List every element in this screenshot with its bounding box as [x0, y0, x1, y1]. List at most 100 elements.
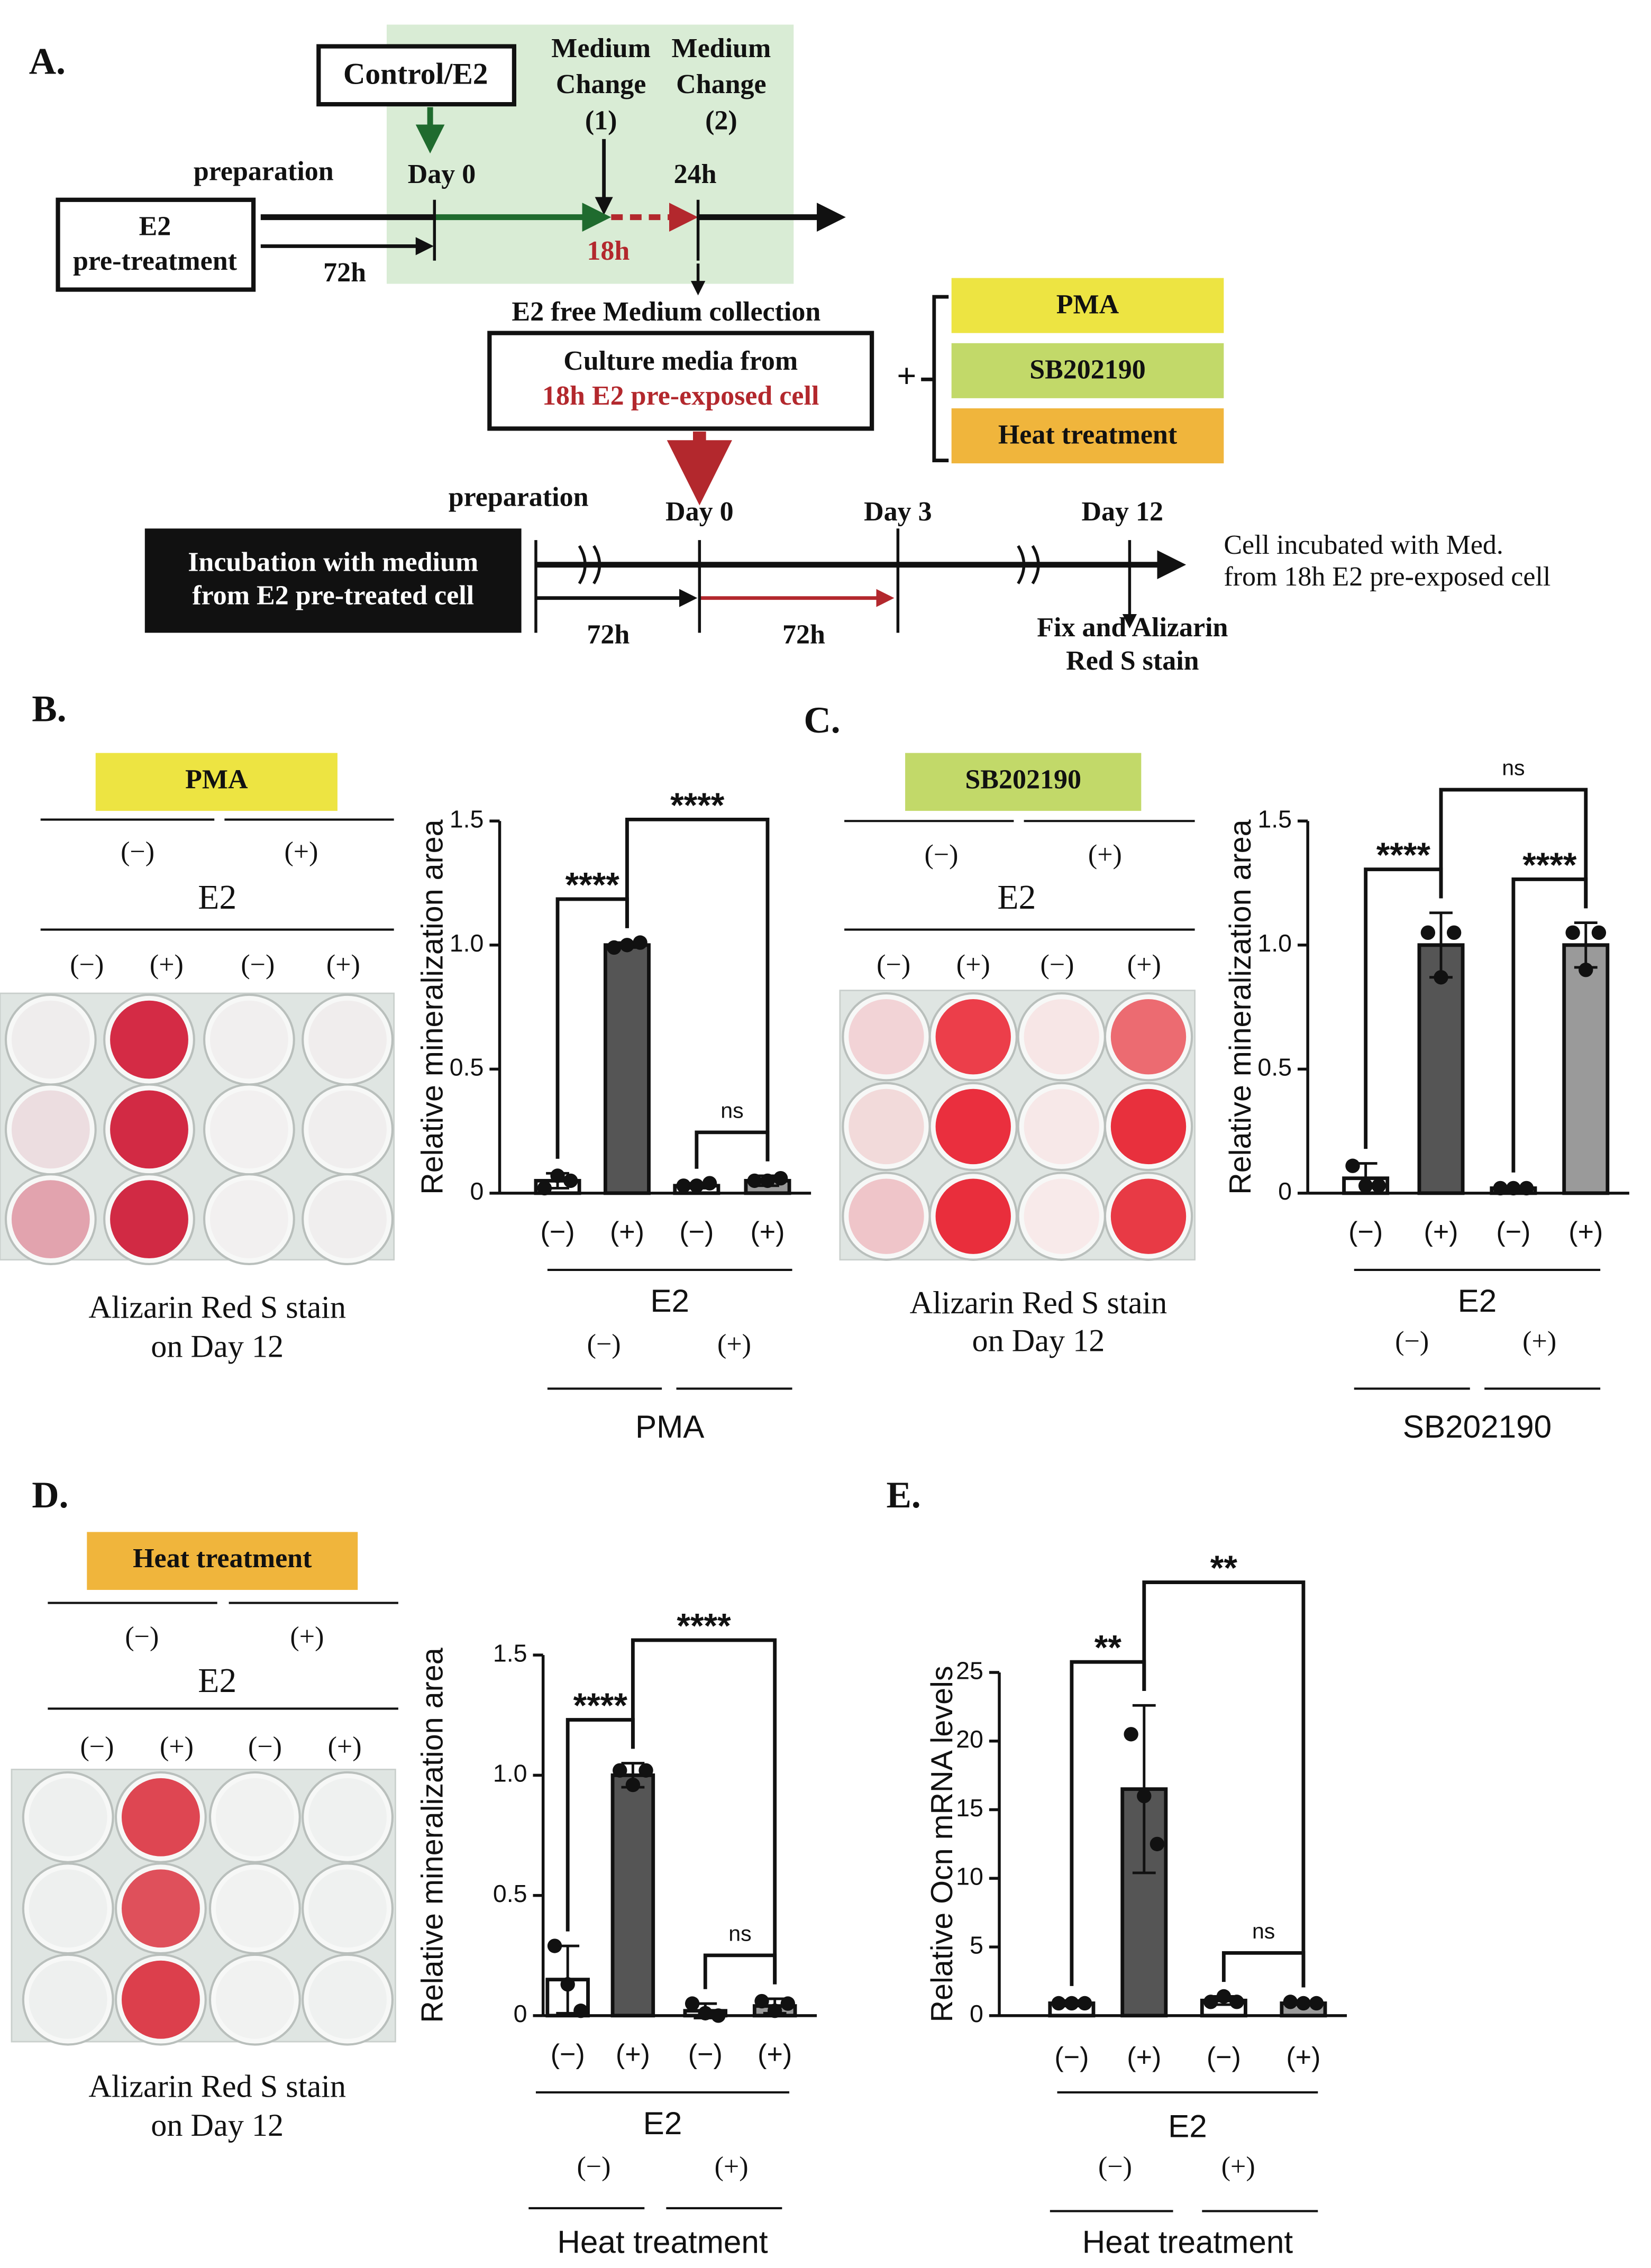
data-point — [1216, 1989, 1232, 2004]
treatment-label: PMA — [185, 764, 248, 794]
sign-label: (+) — [290, 1622, 324, 1652]
box — [951, 278, 1224, 333]
group-label: E2 — [1458, 1283, 1497, 1319]
significance-bracket — [625, 817, 770, 1162]
well — [308, 1090, 387, 1169]
data-point — [560, 1977, 575, 1992]
label: SB202190 — [1029, 355, 1146, 385]
sign-label: (+) — [1221, 2152, 1255, 2182]
y-tick-label: 20 — [956, 1725, 983, 1753]
box — [951, 408, 1224, 464]
x-tick-label: (+) — [610, 1217, 644, 1247]
data-point — [563, 1173, 578, 1188]
sign-label: (−) — [1395, 1326, 1429, 1356]
data-point — [1077, 1996, 1092, 2011]
label: from E2 pre-treated cell — [192, 581, 474, 611]
data-point — [676, 1178, 691, 1193]
label: Change — [676, 69, 766, 99]
data-point — [1434, 970, 1448, 985]
label: Control/E2 — [343, 57, 488, 90]
data-point — [754, 1993, 769, 2009]
bar-chart: Relative mineralization area 0 0.5 1.0 1.5 (−… — [416, 786, 811, 1444]
x-tick-label: (−) — [541, 1217, 575, 1247]
y-tick-label: 25 — [956, 1657, 983, 1684]
sign-label: (−) — [121, 837, 154, 867]
y-tick-label: 1.0 — [1257, 929, 1292, 957]
sign-label: (−) — [125, 1622, 159, 1652]
data-point — [1296, 1996, 1311, 2011]
label: E2 — [139, 211, 171, 241]
significance-label: **** — [565, 865, 620, 904]
data-point — [619, 938, 635, 953]
box — [951, 343, 1224, 398]
y-tick-label: 1.5 — [450, 806, 484, 833]
y-tick-label: 0.5 — [493, 1880, 527, 1907]
y-tick-label: 10 — [956, 1863, 983, 1890]
data-point — [1358, 1178, 1373, 1193]
label: 18h — [587, 236, 630, 266]
caption: Alizarin Red S stain — [88, 2069, 346, 2104]
well — [308, 1869, 387, 1948]
data-point — [607, 940, 622, 955]
significance-label: **** — [1376, 836, 1431, 874]
bracket — [921, 295, 949, 462]
caption: on Day 12 — [972, 1323, 1105, 1358]
x-tick-label: (+) — [750, 1217, 785, 1247]
well — [121, 1778, 200, 1857]
label: preparation — [194, 156, 334, 186]
y-tick-label: 5 — [970, 1931, 983, 1959]
sign-label: (+) — [328, 1732, 362, 1762]
treatment-box — [87, 1532, 358, 1590]
significance-label: ns — [1252, 1919, 1275, 1943]
data-point — [1591, 925, 1607, 940]
x-tick-label: (−) — [679, 1217, 714, 1247]
caption: on Day 12 — [151, 1329, 284, 1364]
group-label: E2 — [643, 2105, 682, 2141]
plate-panel: D. Heat treatment (−) (+) E2 (−) (+) (−) (+) Aliz… — [11, 1475, 398, 2143]
y-tick-label: 0.5 — [1257, 1054, 1292, 1081]
treatment-label: Heat treatment — [133, 1543, 312, 1574]
well — [849, 1089, 924, 1165]
sign-label: (+) — [1127, 950, 1161, 980]
sign-label: (+) — [1522, 1326, 1556, 1356]
box — [487, 331, 874, 431]
well — [1110, 1178, 1187, 1254]
label: (1) — [585, 106, 617, 136]
e2-label: E2 — [198, 1661, 236, 1700]
x-tick-label: (+) — [1127, 2042, 1161, 2073]
well — [1110, 999, 1187, 1075]
well — [215, 1960, 294, 2039]
well — [121, 1869, 200, 1948]
sign-label: (−) — [70, 950, 104, 980]
sign-label: (−) — [925, 840, 959, 870]
panel-label: A. — [29, 41, 66, 83]
caption: Alizarin Red S stain — [910, 1285, 1167, 1321]
sign-label: (−) — [80, 1732, 114, 1762]
well — [209, 1090, 288, 1169]
y-tick-label: 0 — [970, 2000, 983, 2027]
e2-label: E2 — [198, 878, 236, 917]
well — [121, 1960, 200, 2039]
significance-bracket — [703, 1953, 777, 1989]
data-point — [1371, 1178, 1386, 1193]
sign-label: (−) — [241, 950, 275, 980]
caption: Alizarin Red S stain — [88, 1290, 346, 1325]
bar-chart: Relative mineralization area 0 0.5 1.0 1.5 (−… — [416, 1606, 817, 2260]
well — [11, 1000, 90, 1079]
well — [1024, 1089, 1099, 1165]
data-point — [1229, 1995, 1244, 2009]
data-point — [1051, 1996, 1066, 2011]
label: preparation — [449, 482, 589, 512]
label: Medium — [551, 33, 651, 63]
data-point — [1506, 1181, 1521, 1196]
data-point — [613, 1763, 627, 1778]
data-point — [573, 2004, 588, 2018]
well — [110, 1090, 188, 1169]
well — [308, 1000, 387, 1079]
well — [935, 1089, 1011, 1165]
significance-bracket — [1142, 1580, 1306, 1988]
break — [578, 545, 1040, 584]
data-point — [1345, 1158, 1360, 1173]
well — [1024, 999, 1099, 1075]
